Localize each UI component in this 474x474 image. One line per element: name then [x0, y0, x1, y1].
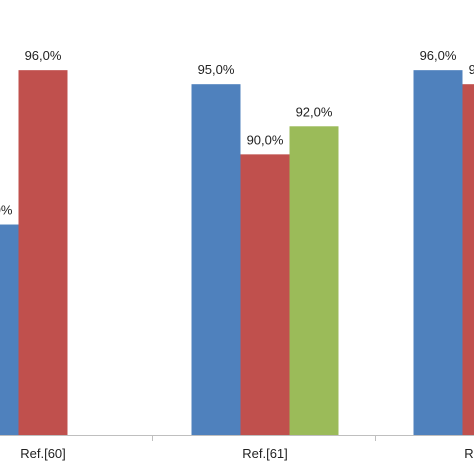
x-tick-label: Ref.[60] [20, 446, 66, 461]
data-label: 95,0% [469, 62, 474, 77]
bar [191, 84, 241, 436]
x-tick-label: Ref.[62] [464, 446, 474, 461]
bar [18, 70, 68, 436]
bar [289, 126, 339, 436]
data-label: 92,0% [296, 104, 333, 119]
x-tick-label: Ref.[61] [242, 446, 288, 461]
data-label: 90,0% [247, 132, 284, 147]
data-label: 85,0% [0, 203, 13, 218]
data-label: 96,0% [420, 48, 457, 63]
bar [462, 84, 474, 436]
bar [0, 224, 19, 435]
bar [413, 70, 463, 436]
bar [240, 154, 290, 435]
data-label: 96,0% [25, 48, 62, 63]
data-label: 95,0% [198, 62, 235, 77]
